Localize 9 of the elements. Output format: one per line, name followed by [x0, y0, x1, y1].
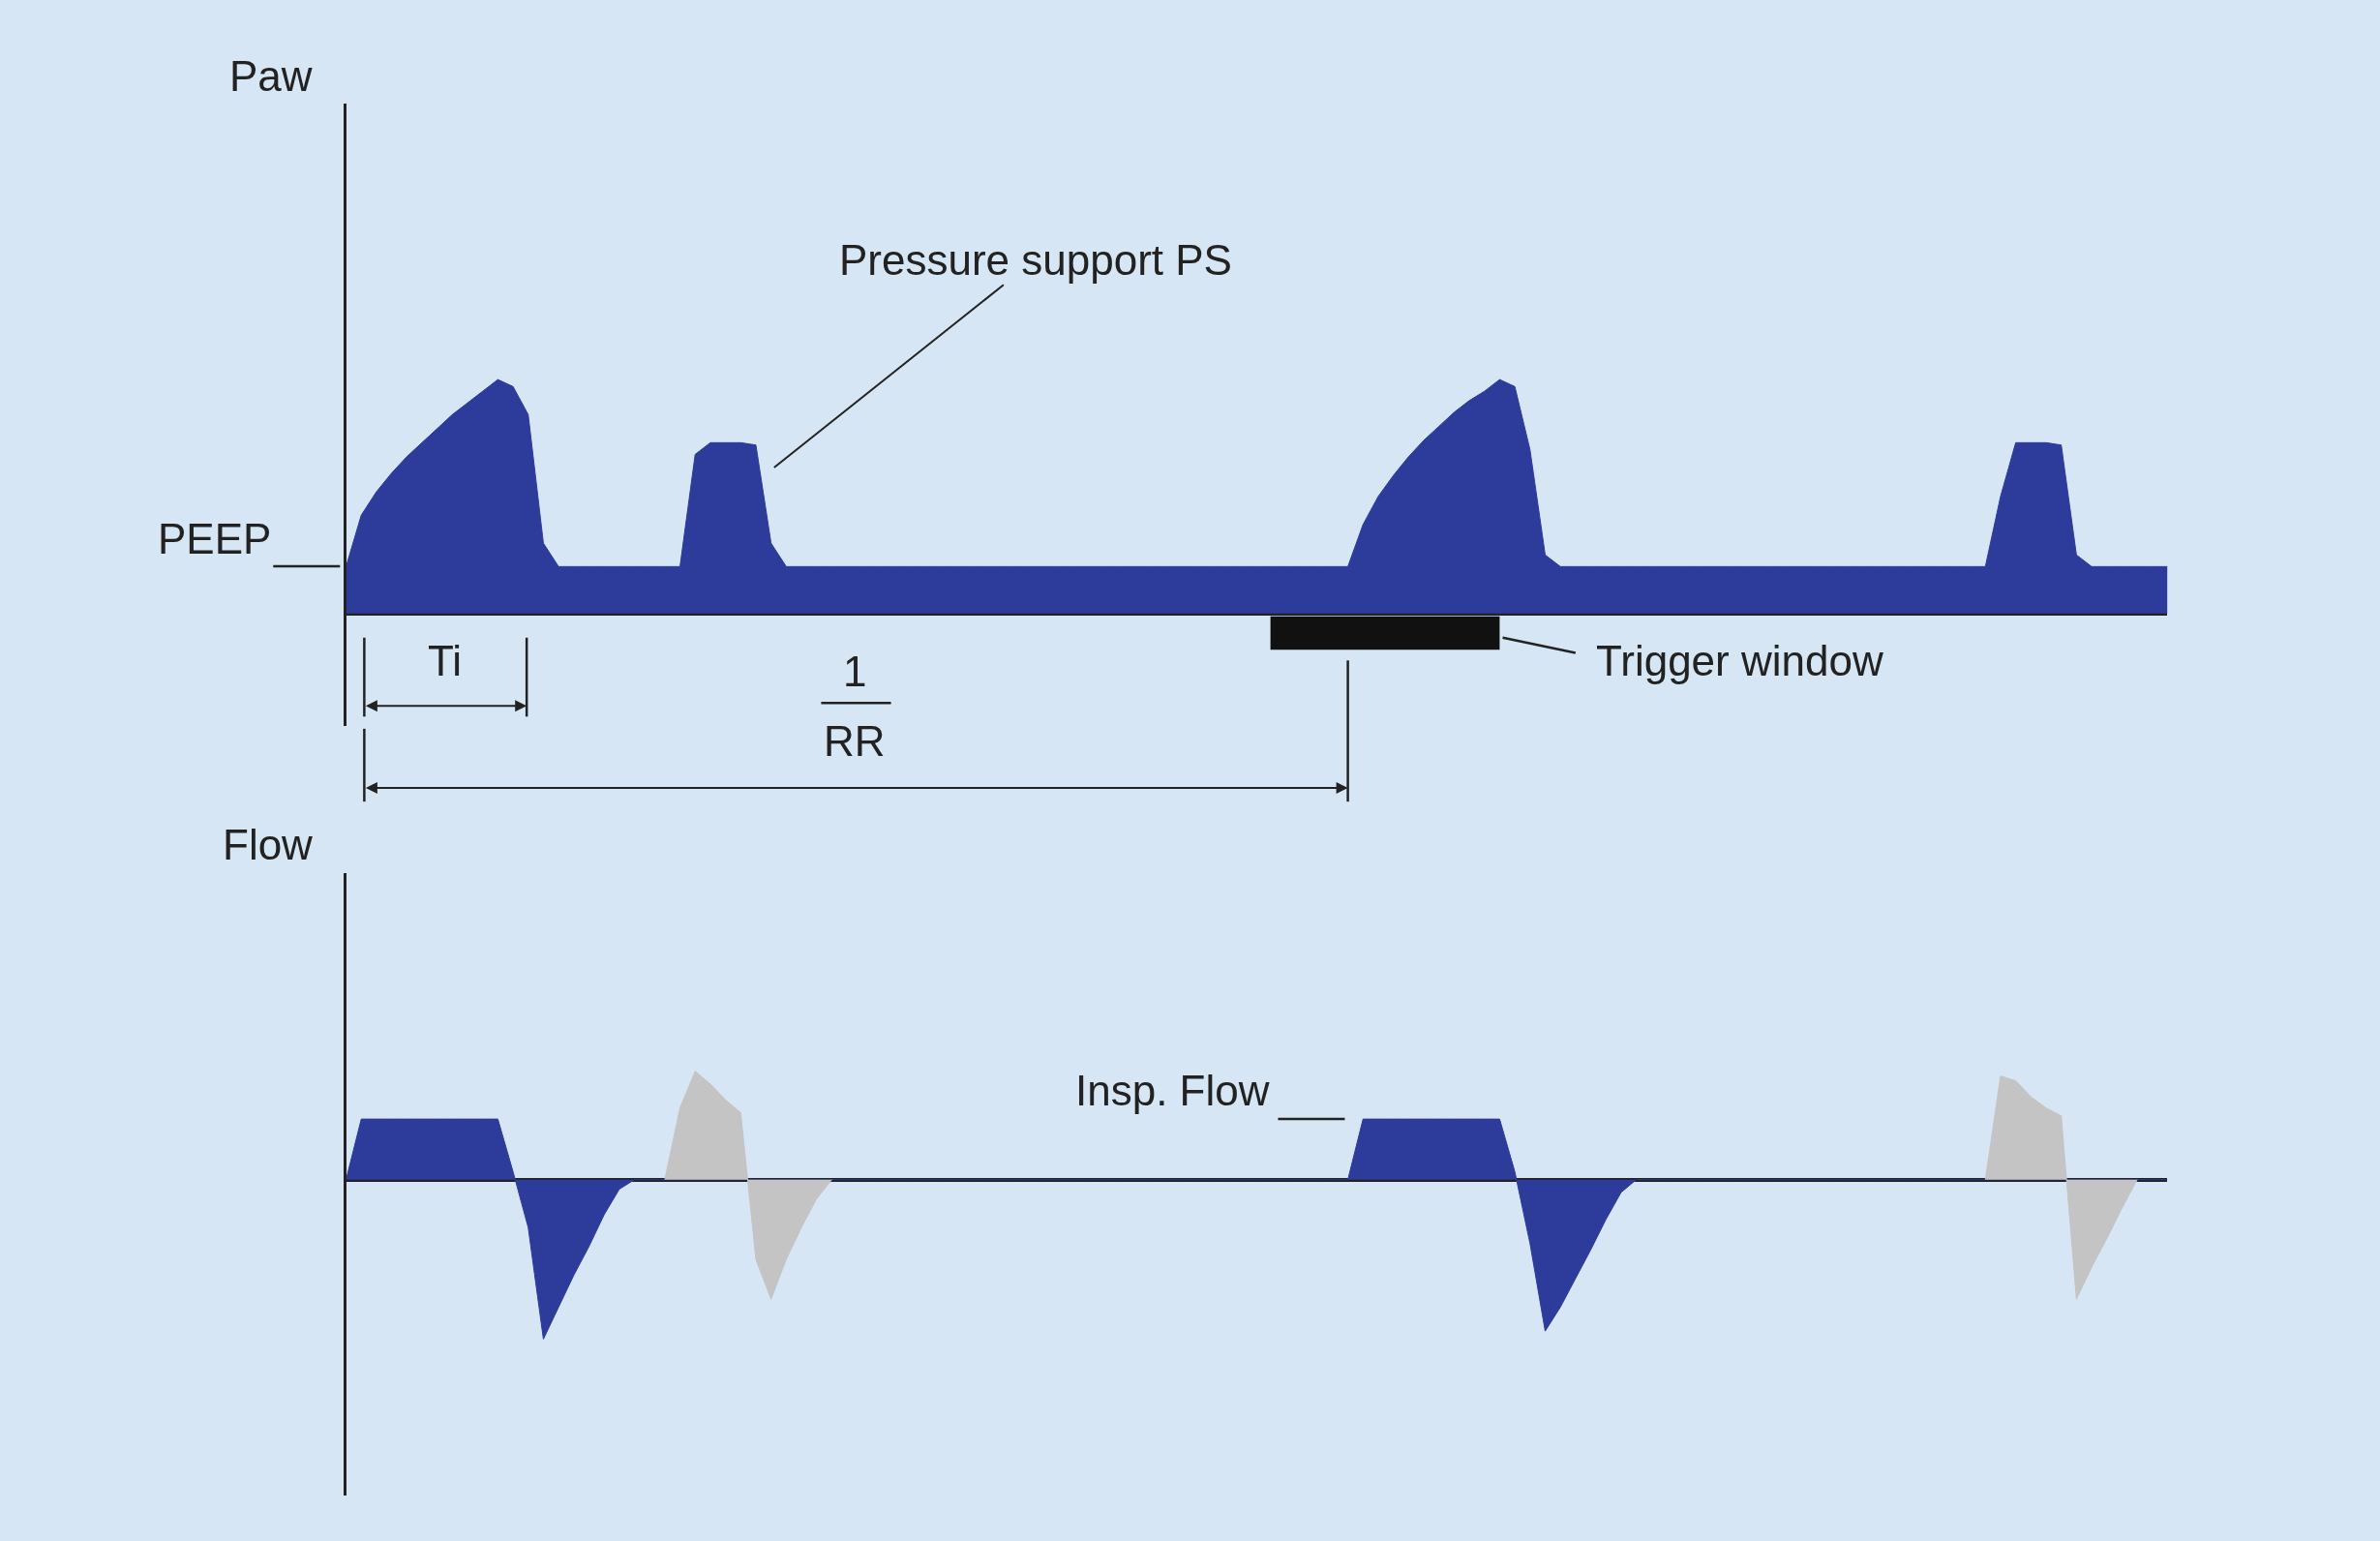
- y-axis-title: Paw: [229, 52, 313, 100]
- text: RR: [824, 717, 886, 765]
- y-axis-title: Flow: [223, 821, 314, 868]
- text: 1: [843, 648, 867, 695]
- annotation: Insp. Flow: [1075, 1067, 1270, 1114]
- text: Trigger window: [1596, 637, 1883, 684]
- text: Ti: [428, 637, 463, 684]
- text: Pressure support PS: [839, 236, 1232, 284]
- text: PEEP: [158, 515, 272, 562]
